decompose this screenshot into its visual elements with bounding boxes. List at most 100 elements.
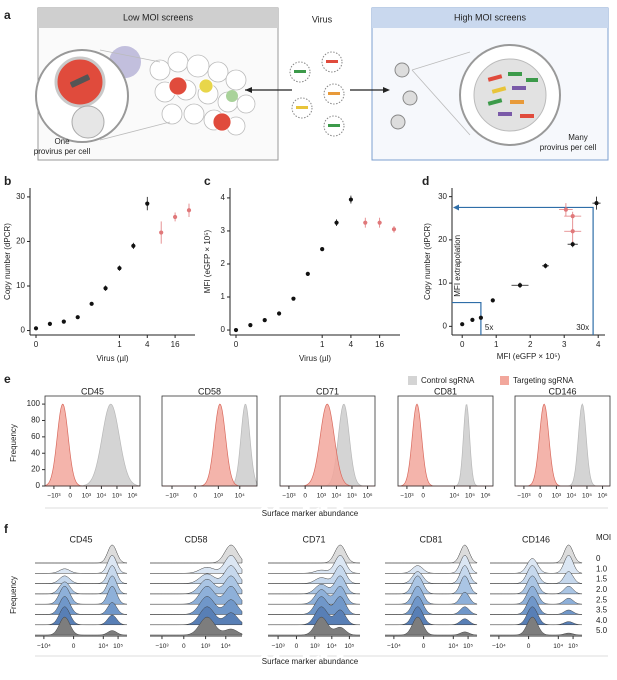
x-tick-label: 0	[303, 493, 307, 500]
left-caption: provirus per cell	[34, 147, 91, 156]
ridge	[150, 596, 243, 615]
right-title: High MOI screens	[454, 12, 527, 22]
ridge	[490, 606, 583, 626]
annotation: 30x	[576, 323, 589, 332]
x-tick-label: −10³	[271, 643, 285, 650]
x-tick-label: 10⁵	[112, 493, 122, 500]
y-tick-label: 4	[221, 193, 226, 202]
histogram-title: CD146	[548, 386, 576, 396]
x-tick-label: 0	[421, 493, 425, 500]
x-tick-label: 10³	[214, 493, 224, 500]
cell-inner	[71, 105, 105, 139]
y-tick-label: 30	[16, 192, 25, 201]
y-tick-label: 20	[16, 237, 25, 246]
point	[570, 214, 575, 219]
x-tick-label: 10⁵	[344, 643, 354, 650]
x-tick-label: 4	[145, 340, 150, 349]
x-axis-label: Virus (µl)	[299, 354, 331, 363]
point	[291, 296, 296, 301]
x-tick-label: 10⁵	[465, 493, 475, 500]
ridge	[490, 596, 583, 615]
histogram-frame	[44, 395, 141, 487]
point	[33, 326, 39, 331]
x-tick-label: 2	[528, 340, 533, 349]
ridge-title: CD146	[522, 534, 550, 544]
moi-title: MOI	[596, 533, 611, 542]
ridge	[385, 596, 478, 615]
x-tick-label: 0	[34, 340, 39, 349]
x-tick-label: 10⁴	[553, 643, 563, 650]
point	[377, 220, 382, 225]
ridge	[490, 585, 583, 605]
point	[570, 242, 575, 247]
ridge	[150, 575, 243, 595]
virion-genomes	[294, 60, 340, 127]
moi-label: 2.0	[596, 585, 608, 594]
ridge	[490, 575, 583, 595]
moi-label: 4.0	[596, 616, 608, 625]
panel-a-diagram	[35, 7, 609, 161]
y-tick-label: 40	[31, 448, 40, 457]
x-tick-label: 10⁴	[235, 493, 245, 500]
point	[460, 322, 465, 327]
panel-label: e	[4, 372, 11, 386]
y-tick-label: 10	[16, 281, 25, 290]
moi-label: 3.5	[596, 606, 608, 615]
x-tick-label: 0	[527, 643, 531, 650]
x-tick-label: 0	[72, 643, 76, 650]
point	[145, 201, 150, 206]
x-tick-label: 0	[422, 643, 426, 650]
point	[391, 227, 397, 232]
ridge	[490, 616, 583, 636]
center-title: Virus	[312, 14, 333, 24]
x-tick-label: −10³	[517, 493, 531, 500]
ridge	[268, 616, 361, 636]
ridge-title: CD71	[302, 534, 325, 544]
point	[47, 321, 53, 326]
x-tick-label: 1	[494, 340, 499, 349]
left-caption: One	[54, 137, 70, 146]
x-tick-label: 10⁵	[568, 643, 578, 650]
histogram-targeting	[280, 403, 375, 487]
x-tick-label: 0	[295, 643, 299, 650]
x-tick-label: 10³	[317, 493, 327, 500]
ridge	[385, 585, 478, 605]
x-tick-label: 10⁴	[449, 493, 459, 500]
x-tick-label: 10³	[310, 643, 320, 650]
x-tick-label: −10³	[282, 493, 296, 500]
y-tick-label: 3	[221, 226, 226, 235]
y-tick-label: 10	[438, 278, 447, 287]
x-axis-label: MFI (eGFP × 10⁵)	[497, 352, 561, 361]
ridge	[385, 575, 478, 595]
ridge-title: CD58	[184, 534, 207, 544]
ridge	[35, 565, 128, 584]
point	[594, 201, 599, 206]
arrowhead	[453, 204, 459, 211]
moi-label: 5.0	[596, 626, 608, 635]
point	[75, 315, 80, 320]
histogram-control	[515, 403, 610, 487]
point	[305, 271, 310, 276]
point	[61, 319, 66, 324]
x-axis-label: Virus (µl)	[96, 354, 128, 363]
high-moi-nucleus	[473, 58, 547, 132]
right-caption: Many	[568, 133, 588, 142]
point	[563, 207, 569, 212]
ridge	[385, 616, 478, 636]
panel-label: a	[4, 8, 11, 22]
ridge	[35, 575, 128, 595]
moi-label: 1.0	[596, 564, 608, 573]
x-tick-label: 0	[193, 493, 197, 500]
point	[89, 301, 94, 306]
x-tick-label: −10³	[155, 643, 169, 650]
point	[490, 298, 495, 303]
y-tick-label: 100	[27, 399, 41, 408]
point	[117, 266, 122, 271]
ridge	[150, 606, 243, 626]
ridge	[385, 606, 478, 626]
y-axis-label: Frequency	[9, 576, 18, 614]
moi-label: 1.5	[596, 575, 608, 584]
point	[262, 318, 267, 323]
